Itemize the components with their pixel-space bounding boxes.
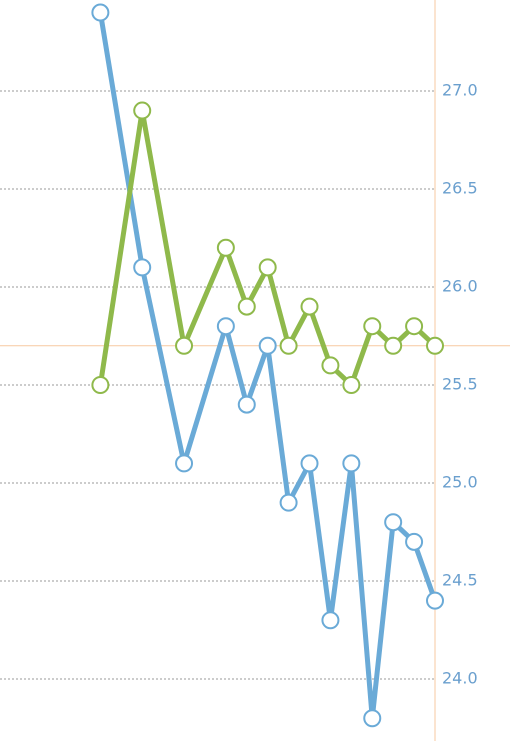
data-point: [175, 336, 194, 355]
y-tick-label: 24.5: [442, 571, 478, 590]
data-point: [133, 258, 152, 277]
series-line: [97, 12, 438, 721]
data-point: [321, 611, 340, 630]
data-point: [426, 336, 444, 355]
data-point: [91, 3, 110, 22]
data-point: [300, 297, 319, 316]
data-point: [91, 376, 110, 395]
data-point: [384, 513, 403, 532]
data-point: [237, 297, 256, 316]
data-point: [363, 317, 382, 336]
data-point: [384, 336, 403, 355]
y-tick-label: 25.5: [442, 375, 478, 394]
data-point: [363, 709, 382, 728]
y-tick-label: 26.5: [442, 178, 478, 197]
data-point: [237, 395, 256, 414]
data-point: [405, 317, 424, 336]
data-point: [405, 532, 424, 551]
data-point: [175, 454, 194, 473]
y-tick-label: 27.0: [442, 80, 478, 99]
y-tick-label: 24.0: [442, 669, 478, 688]
data-point: [321, 356, 340, 375]
data-point: [279, 336, 298, 355]
data-point: [216, 238, 235, 257]
data-point: [258, 258, 277, 277]
data-point: [216, 317, 235, 336]
data-point: [342, 454, 361, 473]
data-point: [258, 336, 277, 355]
data-point: [300, 454, 319, 473]
data-point: [342, 376, 361, 395]
data-point: [426, 591, 444, 610]
y-tick-label: 26.0: [442, 276, 478, 295]
data-point: [279, 493, 298, 512]
y-tick-label: 25.0: [442, 473, 478, 492]
data-point: [133, 101, 152, 120]
